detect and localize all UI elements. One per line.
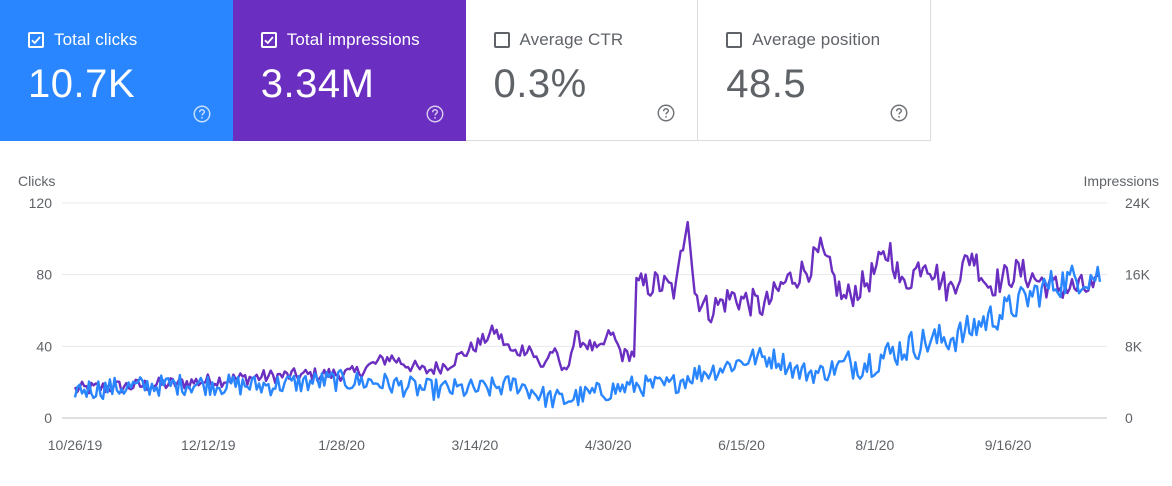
help-icon[interactable] bbox=[890, 104, 908, 122]
metric-value: 48.5 bbox=[726, 62, 807, 106]
metric-cards: Total clicks 10.7K Total impressions 3.3… bbox=[0, 0, 931, 141]
help-icon[interactable] bbox=[193, 105, 211, 123]
metric-label: Average position bbox=[752, 30, 881, 49]
metric-header: Average CTR bbox=[493, 30, 624, 50]
x-tick-label: 9/16/20 bbox=[985, 437, 1032, 453]
x-tick-label: 6/15/20 bbox=[718, 437, 765, 453]
metric-label: Average CTR bbox=[519, 30, 624, 49]
left-axis-title: Clicks bbox=[18, 173, 55, 189]
x-tick-label: 3/14/20 bbox=[452, 437, 499, 453]
right-tick-label: 0 bbox=[1125, 410, 1133, 426]
metric-header: Total clicks bbox=[28, 30, 137, 50]
x-tick-label: 12/12/19 bbox=[181, 437, 236, 453]
right-tick-label: 24K bbox=[1125, 195, 1151, 211]
clicks-line bbox=[73, 264, 1102, 409]
metric-card-total-impressions[interactable]: Total impressions 3.34M bbox=[232, 0, 466, 141]
right-axis-title: Impressions bbox=[1084, 173, 1159, 189]
x-tick-label: 10/26/19 bbox=[48, 437, 103, 453]
metric-card-average-position[interactable]: Average position 48.5 bbox=[698, 0, 931, 141]
metric-label: Total clicks bbox=[54, 30, 138, 49]
left-tick-label: 80 bbox=[36, 267, 52, 283]
metric-card-total-clicks[interactable]: Total clicks 10.7K bbox=[0, 0, 233, 141]
metric-value: 3.34M bbox=[260, 62, 375, 106]
chart-grid bbox=[62, 202, 1107, 419]
performance-chart: 0 0 40 8K 80 16K 120 24K 10/26/19 12/12/19 1/28/2… bbox=[18, 173, 1159, 453]
metric-label: Total impressions bbox=[286, 30, 420, 49]
metric-value: 0.3% bbox=[493, 62, 587, 106]
x-axis-ticks: 10/26/19 12/12/19 1/28/20 3/14/20 4/30/20 6/1… bbox=[48, 437, 1032, 453]
left-tick-label: 120 bbox=[29, 195, 53, 211]
left-tick-label: 40 bbox=[36, 338, 52, 354]
help-icon[interactable] bbox=[426, 105, 444, 123]
x-tick-label: 4/30/20 bbox=[585, 437, 632, 453]
y-axis-ticks: 0 0 40 8K 80 16K 120 24K bbox=[29, 195, 1151, 426]
chart-series bbox=[73, 220, 1102, 409]
metric-value: 10.7K bbox=[28, 62, 136, 106]
x-tick-label: 8/1/20 bbox=[855, 437, 894, 453]
right-tick-label: 8K bbox=[1125, 338, 1143, 354]
checkbox-unchecked-icon[interactable] bbox=[493, 32, 510, 48]
help-icon[interactable] bbox=[657, 104, 675, 122]
right-tick-label: 16K bbox=[1125, 267, 1151, 283]
metric-header: Average position bbox=[726, 30, 880, 50]
checkbox-unchecked-icon[interactable] bbox=[726, 32, 743, 48]
metric-card-average-ctr[interactable]: Average CTR 0.3% bbox=[465, 0, 699, 141]
left-tick-label: 0 bbox=[44, 410, 52, 426]
impressions-line bbox=[73, 220, 1101, 395]
checkbox-checked-icon[interactable] bbox=[260, 32, 277, 48]
checkbox-checked-icon[interactable] bbox=[28, 32, 44, 48]
x-tick-label: 1/28/20 bbox=[318, 437, 365, 453]
metric-header: Total impressions bbox=[260, 30, 420, 50]
